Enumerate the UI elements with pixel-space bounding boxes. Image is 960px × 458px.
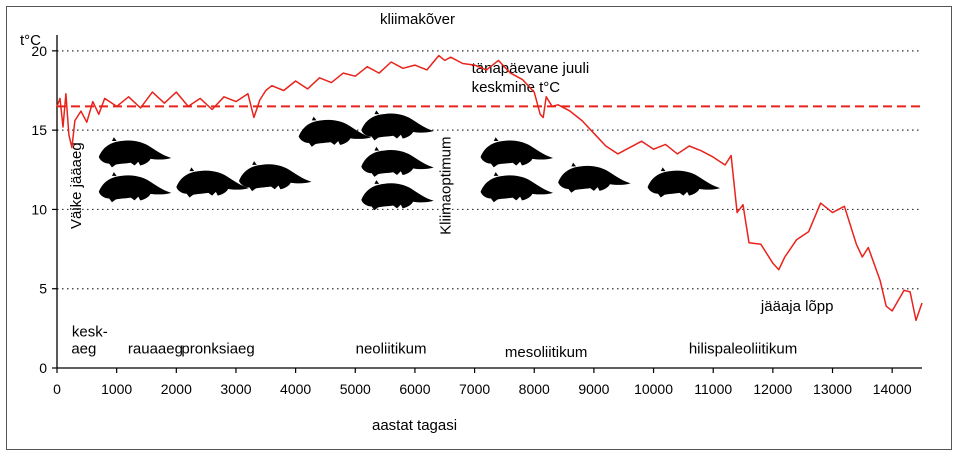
x-tick-label-12000: 12000: [753, 381, 792, 397]
y-tick-label-0: 0: [39, 360, 47, 376]
beaver-icon: [480, 172, 554, 203]
x-tick-label-6000: 6000: [399, 381, 430, 397]
x-tick-label-10000: 10000: [634, 381, 673, 397]
y-axis-label: t°C: [20, 32, 41, 49]
x-tick-label-9000: 9000: [578, 381, 609, 397]
beaver-icon: [361, 110, 434, 141]
x-tick-label-5000: 5000: [340, 381, 371, 397]
beaver-icon: [238, 161, 312, 192]
x-tick-label-13000: 13000: [813, 381, 852, 397]
beaver-icon: [98, 172, 172, 203]
period-label: aeg: [71, 341, 96, 358]
beaver-icon: [176, 167, 249, 198]
annotation-label: keskmine t°C: [472, 79, 561, 96]
period-label: pronksiaeg: [181, 341, 254, 358]
period-label: hilispaleoliitikum: [689, 341, 797, 358]
beaver-icon: [98, 137, 172, 168]
period-label: rauaaeg: [128, 341, 183, 358]
y-tick-label-5: 5: [39, 281, 47, 297]
x-tick-label-2000: 2000: [161, 381, 192, 397]
beaver-icon: [558, 162, 631, 193]
beaver-icon: [480, 137, 554, 168]
period-label: neoliitikum: [356, 341, 427, 358]
beaver-icon: [361, 146, 434, 177]
beaver-icon: [361, 180, 434, 211]
chart-title: kliimakõver: [380, 11, 455, 28]
x-tick-label-14000: 14000: [873, 381, 912, 397]
beaver-icon: [647, 167, 721, 198]
x-tick-label-3000: 3000: [220, 381, 251, 397]
x-tick-label-0: 0: [53, 381, 61, 397]
beaver-icon: [298, 116, 372, 147]
x-tick-label-7000: 7000: [459, 381, 490, 397]
annotation-label: jääaja lõpp: [760, 298, 834, 315]
x-axis-label: aastat tagasi: [372, 417, 457, 434]
series-line-temperature: [56, 54, 923, 322]
x-tick-label-8000: 8000: [519, 381, 550, 397]
annotation-label: Kliimaoptimum: [438, 136, 455, 234]
period-label: kesk-: [72, 323, 108, 340]
y-tick-label-15: 15: [31, 122, 47, 138]
x-tick-label-1000: 1000: [101, 381, 132, 397]
annotation-label: tänapäevane juuli: [472, 60, 590, 77]
x-tick-label-11000: 11000: [694, 381, 732, 397]
chart-frame: [6, 6, 952, 450]
period-label: mesoliitikum: [505, 344, 588, 361]
x-tick-label-4000: 4000: [280, 381, 311, 397]
y-tick-label-20: 20: [31, 43, 47, 59]
y-tick-label-10: 10: [31, 201, 47, 217]
annotation-label: Väike jääaeg: [68, 142, 85, 229]
